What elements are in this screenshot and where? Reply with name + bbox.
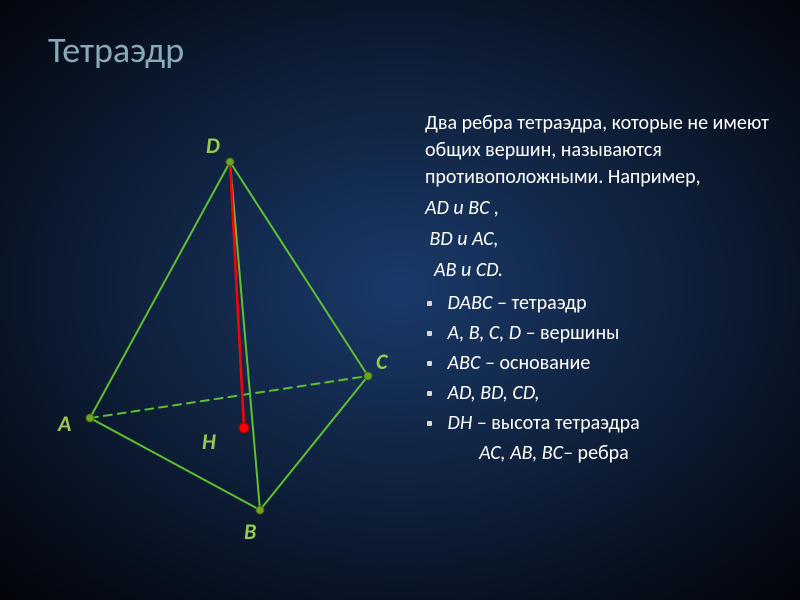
edge-DA [90, 162, 230, 418]
edge-DB [230, 162, 260, 510]
vertex-label-B: B [244, 518, 256, 545]
intro-paragraph: Два ребра тетраэдра, которые не имеют об… [425, 110, 770, 191]
vertex-label-H: H [202, 428, 216, 455]
bullet-item-1: DABC – тетраэдр [425, 290, 770, 317]
opposite-pair-line-3: AB и CD. [425, 257, 770, 284]
edge-BC [260, 376, 368, 510]
vertex-label-C: C [376, 348, 387, 375]
bullet-item-4: AD, BD, CD, [425, 380, 770, 407]
diagram-svg [30, 120, 410, 540]
tetrahedron-diagram: DABCH [30, 120, 410, 540]
bullet-continuation: AC, AB, BC– ребра [425, 440, 770, 467]
opposite-pair-line-1: AD и BC , [425, 195, 770, 222]
slide: Тетраэдр D A B C H Два ребра тетраэдра, кото… [0, 0, 800, 600]
vertex-dot-D [226, 158, 234, 166]
edge-DC [230, 162, 368, 376]
bullet-item-6: DH – высота тетраэдра [425, 410, 770, 437]
vertex-dot-H [239, 423, 249, 433]
bullet-item-3: ABC – основание [425, 350, 770, 377]
vertex-dot-C [364, 372, 372, 380]
text-column: Два ребра тетраэдра, которые не имеют об… [425, 110, 770, 470]
slide-title: Тетраэдр [48, 28, 184, 72]
vertex-dot-B [256, 506, 264, 514]
edge-AC [90, 376, 368, 418]
bullet-item-2: A, B, C, D – вершины [425, 320, 770, 347]
vertex-label-A: A [58, 410, 71, 437]
opposite-pair-line-2: BD и AC, [425, 226, 770, 253]
vertex-dot-A [86, 414, 94, 422]
vertex-label-D: D [206, 132, 220, 159]
definition-list: DABC – тетраэдр A, B, C, D – вершины ABC… [425, 290, 770, 437]
edge-AB [90, 418, 260, 510]
